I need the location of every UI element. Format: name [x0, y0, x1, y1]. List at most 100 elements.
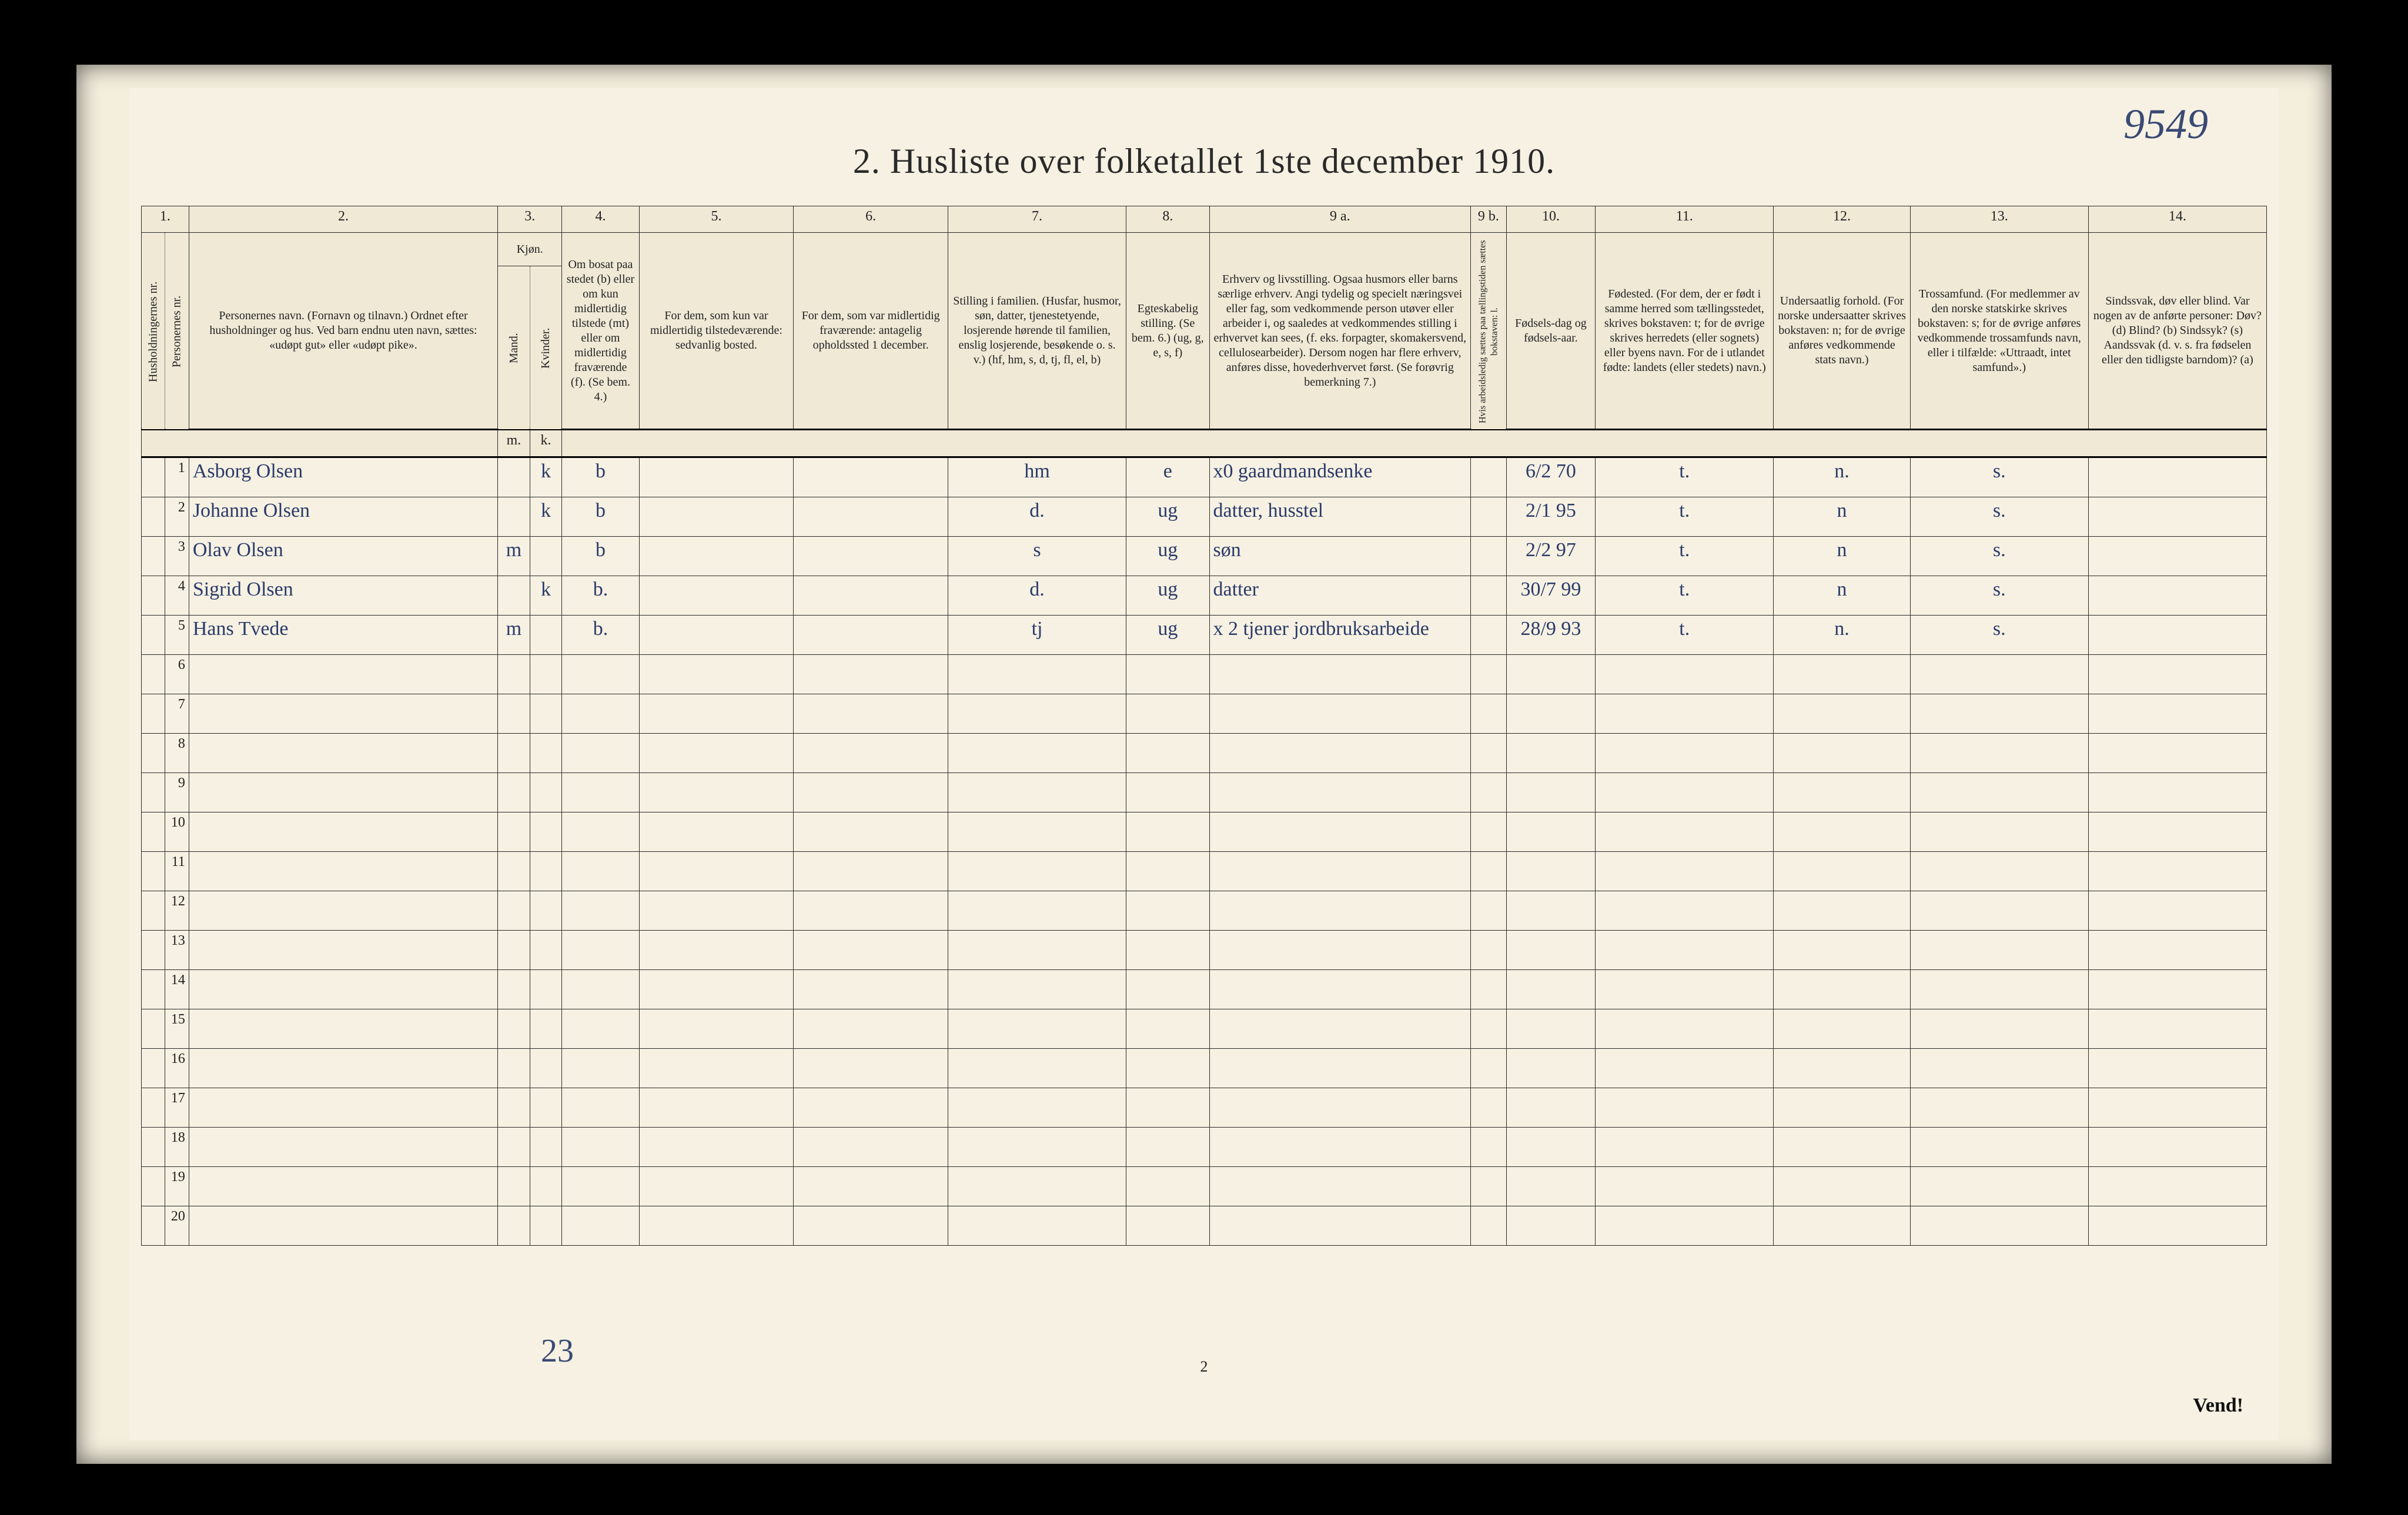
cell [2088, 655, 2266, 694]
cell: 4 [165, 576, 189, 616]
table-row: 10 [142, 812, 2267, 852]
table-row: 20 [142, 1206, 2267, 1246]
cell: 1 [165, 457, 189, 497]
cell [1126, 773, 1209, 812]
cell [2088, 537, 2266, 576]
cell [1471, 694, 1507, 734]
cell: datter [1209, 576, 1471, 616]
cell: 5 [165, 616, 189, 655]
table-row: 6 [142, 655, 2267, 694]
cell [1471, 734, 1507, 773]
cell: 12 [165, 891, 189, 931]
cell: s. [1910, 457, 2088, 497]
cell [1506, 1167, 1596, 1206]
cell [189, 970, 497, 1009]
cell [530, 1128, 562, 1167]
cell [562, 1009, 639, 1049]
cell [1209, 734, 1471, 773]
cell [498, 931, 530, 970]
cell: 7 [165, 694, 189, 734]
cell [948, 931, 1126, 970]
cell: Johanne Olsen [189, 497, 497, 537]
cell [794, 537, 948, 576]
cell [562, 1167, 639, 1206]
table-row: 15 [142, 1009, 2267, 1049]
cell [1596, 1088, 1774, 1128]
cell [639, 1206, 794, 1246]
colnum-13: 13. [1910, 206, 2088, 233]
cell [1506, 891, 1596, 931]
cell: d. [948, 497, 1126, 537]
cell [794, 694, 948, 734]
cell [1471, 497, 1507, 537]
cell [189, 1088, 497, 1128]
cell: b. [562, 576, 639, 616]
head-erhverv: Erhverv og livsstilling. Ogsaa husmors e… [1209, 233, 1471, 430]
cell [1910, 1049, 2088, 1088]
cell [948, 1167, 1126, 1206]
cell [948, 694, 1126, 734]
cell [1910, 734, 2088, 773]
sub-m: m. [498, 430, 530, 457]
table-body: 1Asborg Olsenkbhmex0 gaardmandsenke6/2 7… [142, 457, 2267, 1246]
cell [639, 616, 794, 655]
table-row: 18 [142, 1128, 2267, 1167]
cell [142, 537, 165, 576]
cell: d. [948, 576, 1126, 616]
cell [1910, 1128, 2088, 1167]
cell [1596, 1128, 1774, 1167]
cell [1209, 812, 1471, 852]
cell [142, 970, 165, 1009]
cell [2088, 1206, 2266, 1246]
cell [498, 1167, 530, 1206]
table-row: 4Sigrid Olsenkb.d.ugdatter30/7 99t.ns. [142, 576, 2267, 616]
cell [142, 694, 165, 734]
cell [142, 576, 165, 616]
cell [1774, 891, 1910, 931]
cell [1471, 655, 1507, 694]
cell [1774, 734, 1910, 773]
cell [530, 812, 562, 852]
cell [189, 773, 497, 812]
cell [1471, 1049, 1507, 1088]
cell [2088, 970, 2266, 1009]
cell: 19 [165, 1167, 189, 1206]
cell [2088, 1128, 2266, 1167]
cell [562, 931, 639, 970]
cell [1910, 931, 2088, 970]
cell [1471, 457, 1507, 497]
cell [498, 655, 530, 694]
cell [142, 1088, 165, 1128]
cell [639, 1167, 794, 1206]
colnum-7: 7. [948, 206, 1126, 233]
cell [498, 694, 530, 734]
cell: 15 [165, 1009, 189, 1049]
cell [1471, 812, 1507, 852]
cell [142, 655, 165, 694]
cell [1506, 773, 1596, 812]
cell: b [562, 537, 639, 576]
cell: 14 [165, 970, 189, 1009]
cell [948, 970, 1126, 1009]
cell [530, 970, 562, 1009]
cell [2088, 616, 2266, 655]
cell [142, 1049, 165, 1088]
cell: t. [1596, 537, 1774, 576]
cell [948, 1128, 1126, 1167]
cell [1774, 773, 1910, 812]
cell [2088, 497, 2266, 537]
cell [142, 457, 165, 497]
cell: t. [1596, 497, 1774, 537]
table-row: 8 [142, 734, 2267, 773]
cell: Hans Tvede [189, 616, 497, 655]
table-row: 3Olav Olsenmbsugsøn2/2 97t.ns. [142, 537, 2267, 576]
cell: ug [1126, 576, 1209, 616]
cell: 8 [165, 734, 189, 773]
cell [639, 655, 794, 694]
census-table: 1. 2. 3. 4. 5. 6. 7. 8. 9 a. 9 b. 10. 11… [141, 206, 2267, 1246]
cell: t. [1596, 457, 1774, 497]
cell [1596, 1167, 1774, 1206]
cell: b [562, 457, 639, 497]
head-sedvanlig: For dem, som kun var midlertidig tilsted… [639, 233, 794, 430]
cell [1910, 852, 2088, 891]
